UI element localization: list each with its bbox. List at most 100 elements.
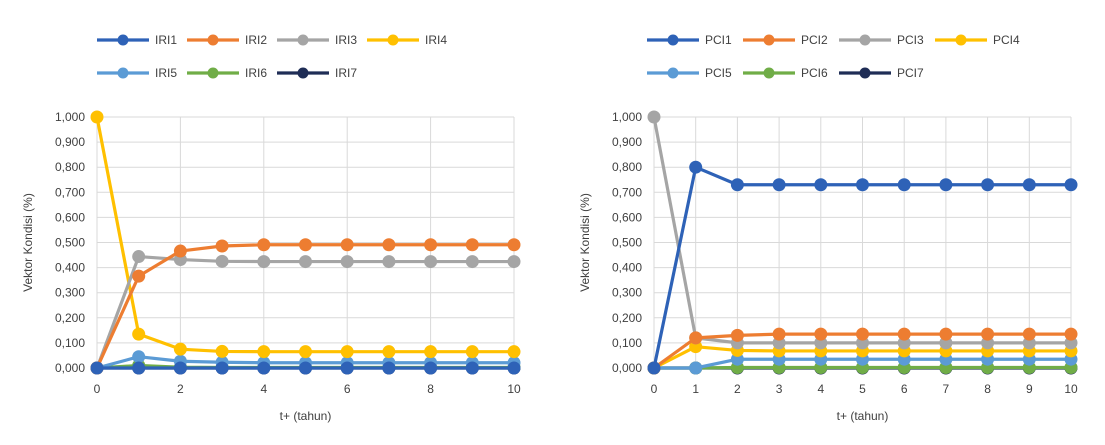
legend-label: IRI6	[245, 66, 267, 80]
y-tick-label: 0,900	[55, 135, 85, 149]
legend-item: IRI5	[97, 66, 177, 80]
data-point	[772, 178, 786, 192]
x-tick-label: 10	[1064, 382, 1078, 396]
legend: IRI1 IRI2 IRI3 IRI4 IRI5 IRI6 IRI7	[97, 33, 447, 80]
data-point	[939, 178, 953, 192]
series-PCI5	[647, 352, 1078, 375]
y-tick-label: 0,900	[612, 135, 642, 149]
y-tick-label: 0,400	[55, 261, 85, 275]
x-tick-label: 3	[776, 382, 783, 396]
data-point	[132, 327, 146, 341]
data-point	[340, 345, 354, 359]
gridlines	[653, 116, 1072, 369]
legend-label: IRI2	[245, 33, 267, 47]
data-point	[981, 327, 995, 341]
data-point	[424, 361, 438, 375]
chart-1: 0,000 0,100 0,200 0,300 0,400 0,500 0,600 0,700…	[21, 33, 521, 423]
legend-swatch-marker	[297, 67, 309, 79]
data-point	[257, 361, 271, 375]
series-PCI1	[647, 160, 1078, 375]
data-point	[730, 328, 744, 342]
legend-item: IRI6	[187, 66, 267, 80]
data-point	[1064, 327, 1078, 341]
legend-swatch-marker	[117, 34, 129, 46]
y-tick-label: 1,000	[55, 110, 85, 124]
legend-swatch-marker	[763, 67, 775, 79]
data-point	[257, 345, 271, 359]
data-point	[1064, 178, 1078, 192]
y-tick-label: 0,500	[55, 236, 85, 250]
data-point	[897, 327, 911, 341]
legend-label: PCI5	[705, 66, 732, 80]
legend-label: PCI7	[897, 66, 924, 80]
series-group	[90, 110, 521, 375]
legend-swatch-marker	[387, 34, 399, 46]
legend-item: PCI3	[839, 33, 924, 47]
data-point	[814, 327, 828, 341]
data-point	[173, 342, 187, 356]
legend-swatch-marker	[955, 34, 967, 46]
y-tick-label: 0,000	[612, 361, 642, 375]
data-point	[981, 178, 995, 192]
y-tick-label: 0,300	[612, 286, 642, 300]
legend-item: PCI5	[647, 66, 732, 80]
data-point	[173, 361, 187, 375]
series-line	[95, 116, 514, 354]
data-point	[340, 255, 354, 269]
data-point	[465, 345, 479, 359]
x-tick-label: 8	[427, 382, 434, 396]
data-point	[215, 254, 229, 268]
x-axis-label: t+ (tahun)	[280, 409, 332, 423]
legend-item: PCI7	[839, 66, 924, 80]
data-point	[257, 238, 271, 252]
data-point	[856, 178, 869, 192]
legend: PCI1 PCI2 PCI3 PCI4 PCI5 PCI6 PCI7	[647, 33, 1020, 80]
legend-label: PCI6	[801, 66, 828, 80]
legend-label: PCI1	[705, 33, 732, 47]
y-tick-label: 0,800	[55, 160, 85, 174]
legend-swatch-marker	[117, 67, 129, 79]
data-point	[382, 238, 396, 252]
data-point	[299, 238, 312, 252]
data-point	[90, 361, 104, 375]
y-axis-label: Vektor Kondisi (%)	[21, 193, 35, 292]
data-point	[465, 255, 479, 269]
legend-swatch-marker	[859, 67, 871, 79]
legend-label: PCI2	[801, 33, 828, 47]
series-IRI1	[90, 361, 521, 375]
y-tick-label: 0,300	[55, 286, 85, 300]
legend-item: PCI6	[743, 66, 828, 80]
legend-swatch-marker	[207, 67, 219, 79]
y-axis: 0,000 0,100 0,200 0,300 0,400 0,500 0,600 0,700…	[612, 110, 642, 375]
y-tick-label: 0,700	[612, 185, 642, 199]
data-point	[132, 269, 146, 283]
legend-swatch-marker	[763, 34, 775, 46]
data-point	[132, 361, 146, 375]
legend-label: IRI3	[335, 33, 357, 47]
data-point	[299, 255, 312, 269]
legend-swatch-marker	[297, 34, 309, 46]
y-tick-label: 0,200	[55, 311, 85, 325]
y-tick-label: 0,400	[612, 261, 642, 275]
legend-item: IRI2	[187, 33, 267, 47]
data-point	[507, 255, 521, 269]
chart-2: 0,000 0,100 0,200 0,300 0,400 0,500 0,600 0,700…	[578, 33, 1078, 423]
x-tick-label: 2	[177, 382, 184, 396]
legend-label: IRI7	[335, 66, 357, 80]
y-tick-label: 1,000	[612, 110, 642, 124]
data-point	[465, 238, 479, 252]
x-tick-label: 2	[734, 382, 741, 396]
data-point	[382, 361, 396, 375]
data-point	[689, 361, 703, 375]
legend-item: IRI7	[277, 66, 357, 80]
x-tick-label: 6	[344, 382, 351, 396]
y-tick-label: 0,200	[612, 311, 642, 325]
legend-swatch-marker	[207, 34, 219, 46]
x-tick-label: 1	[692, 382, 699, 396]
legend-item: IRI1	[97, 33, 177, 47]
legend-item: PCI4	[935, 33, 1020, 47]
x-tick-label: 7	[943, 382, 950, 396]
data-point	[299, 361, 312, 375]
